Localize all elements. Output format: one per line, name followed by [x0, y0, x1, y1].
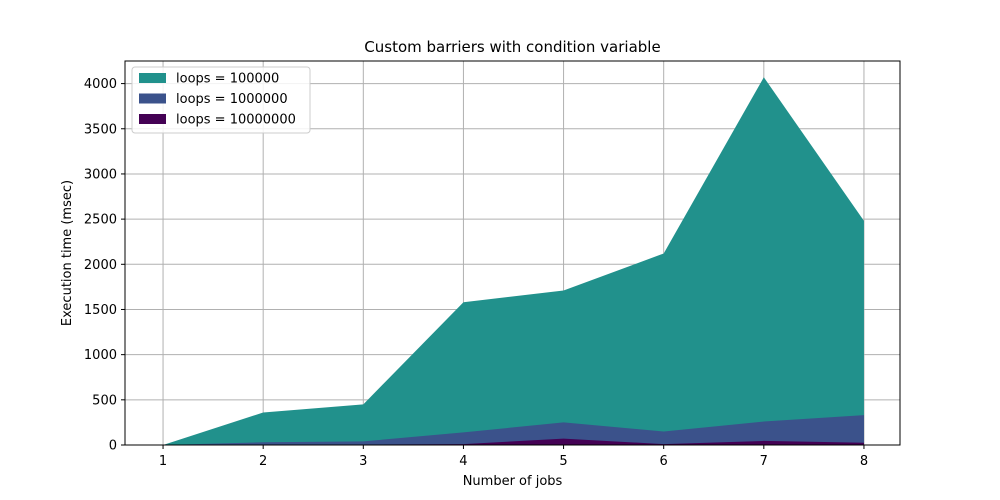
y-axis-ticks: 0 500 1000 1500 2000 2500 3000 3500 4000 [84, 77, 125, 454]
legend-label: loops = 10000000 [176, 113, 296, 128]
x-tick-label: 7 [760, 454, 768, 469]
plot-frame [124, 60, 901, 446]
x-tick-label: 8 [860, 454, 868, 469]
x-tick-label: 5 [559, 454, 567, 469]
legend-swatch [139, 73, 166, 83]
y-tick-label: 2000 [84, 258, 117, 273]
series-areas [163, 77, 864, 446]
x-tick-label: 6 [660, 454, 668, 469]
y-axis-label: Execution time (msec) [60, 180, 75, 326]
chart-title: Custom barriers with condition variable [364, 38, 660, 56]
y-tick-label: 2500 [84, 213, 117, 228]
legend-label: loops = 100000 [176, 72, 279, 87]
legend-swatch [139, 114, 166, 124]
y-tick-label: 1500 [84, 303, 117, 318]
y-tick-label: 3000 [84, 167, 117, 182]
x-tick-label: 1 [159, 454, 167, 469]
legend-box [131, 66, 311, 134]
x-tick-label: 2 [259, 454, 267, 469]
x-tick-label: 4 [459, 454, 467, 469]
area-series-2 [163, 415, 864, 445]
area-series-3 [163, 438, 864, 445]
legend-label: loops = 1000000 [176, 92, 288, 107]
y-tick-label: 4000 [84, 77, 117, 92]
y-tick-label: 500 [92, 393, 117, 408]
x-axis-ticks: 1 2 3 4 5 6 7 8 [159, 445, 868, 469]
y-tick-label: 1000 [84, 348, 117, 363]
x-axis-label: Number of jobs [463, 474, 563, 489]
legend: loops = 100000 loops = 1000000 loops = 100… [131, 66, 311, 134]
legend-swatch [139, 93, 166, 104]
area-series-1 [163, 77, 864, 446]
y-tick-label: 0 [109, 439, 117, 454]
x-tick-label: 3 [359, 454, 367, 469]
y-tick-label: 3500 [84, 122, 117, 137]
